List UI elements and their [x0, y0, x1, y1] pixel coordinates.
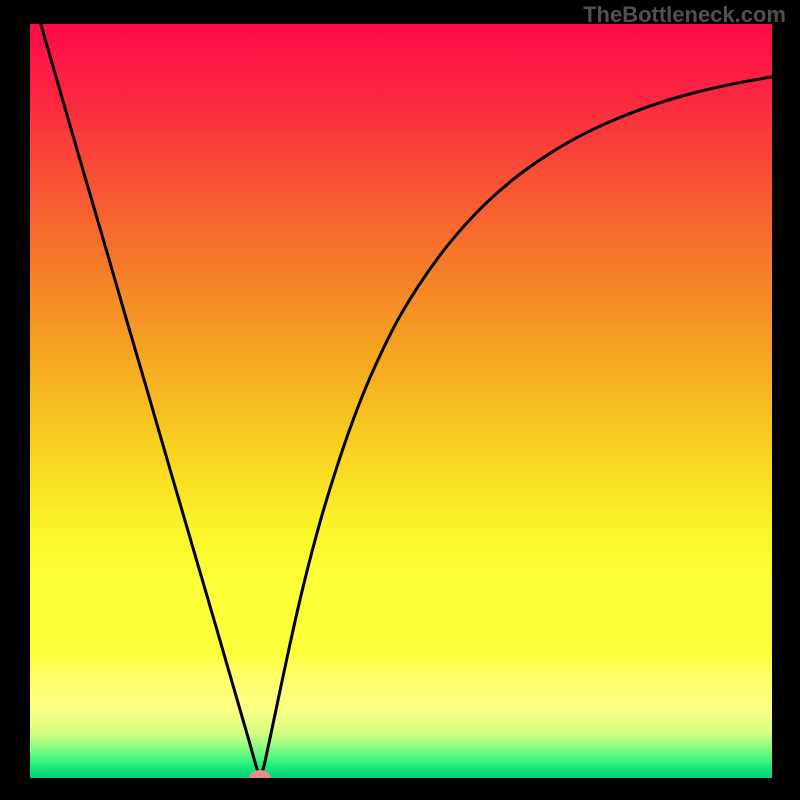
- plot-area: [30, 24, 772, 778]
- watermark-text: TheBottleneck.com: [583, 2, 786, 28]
- chart-root: TheBottleneck.com: [0, 0, 800, 800]
- gradient-background: [30, 24, 772, 778]
- bottleneck-chart: [30, 24, 772, 778]
